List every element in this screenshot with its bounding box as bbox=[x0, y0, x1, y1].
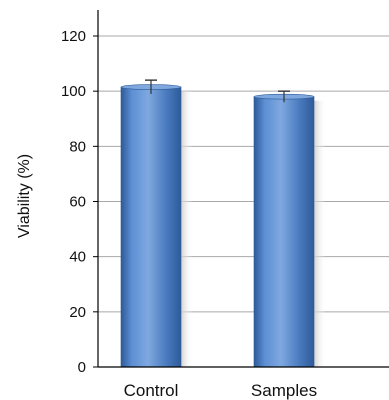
bars bbox=[120, 79, 326, 368]
bar-control bbox=[120, 86, 182, 368]
axes bbox=[97, 10, 389, 368]
y-tick-label-20: 20 bbox=[69, 304, 86, 321]
y-tick-label-0: 0 bbox=[78, 359, 86, 376]
y-tick-label-120: 120 bbox=[61, 28, 86, 45]
y-tick-label-80: 80 bbox=[69, 138, 86, 155]
x-category-labels: Control Samples bbox=[124, 381, 317, 400]
bar-shadow-samples bbox=[314, 100, 326, 367]
y-tick-label-100: 100 bbox=[61, 83, 86, 100]
x-category-label-control: Control bbox=[124, 381, 179, 400]
y-tick-labels: 0 20 40 60 80 100 120 bbox=[61, 28, 98, 376]
y-tick-label-60: 60 bbox=[69, 194, 86, 211]
y-tick-label-40: 40 bbox=[69, 249, 86, 266]
x-category-label-samples: Samples bbox=[251, 381, 317, 400]
y-axis-label: Viability (%) bbox=[16, 154, 33, 238]
bar-shadow-control bbox=[181, 91, 193, 367]
bar-samples bbox=[253, 96, 315, 368]
